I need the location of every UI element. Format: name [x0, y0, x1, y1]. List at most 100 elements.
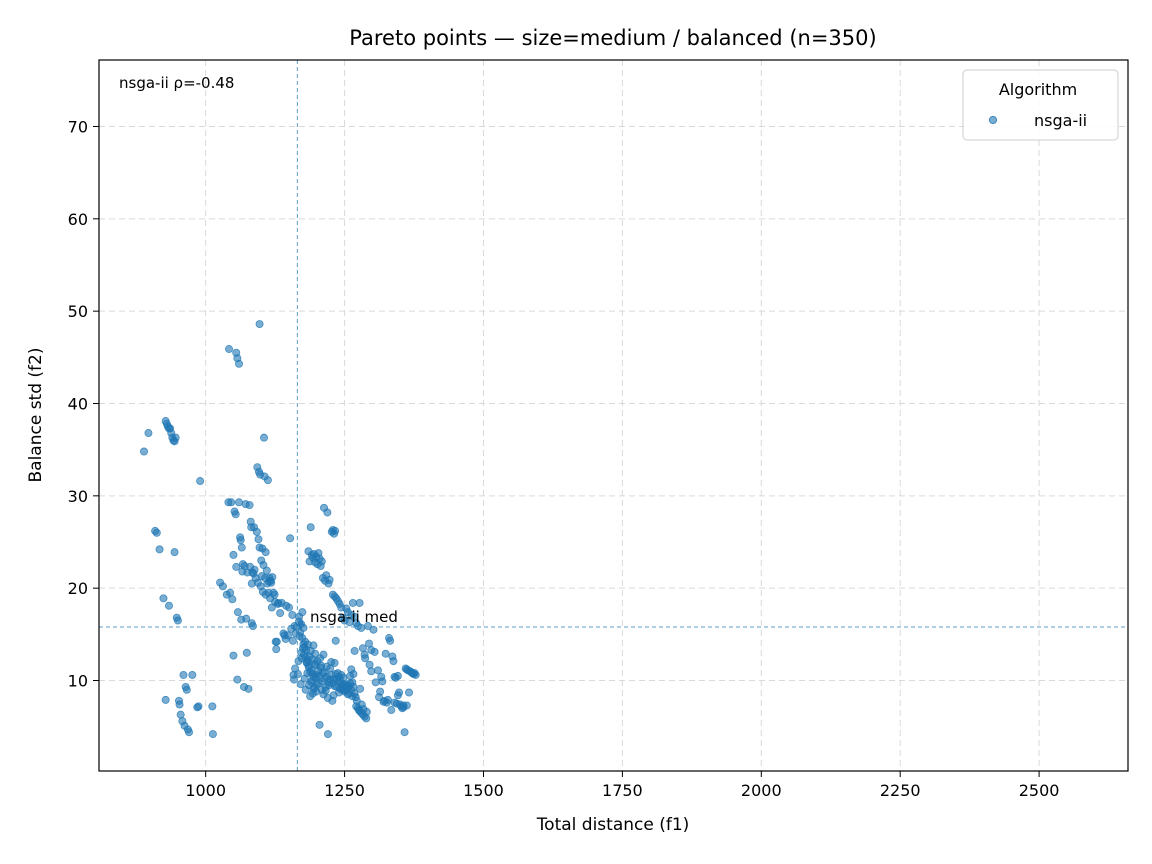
data-point: [248, 622, 257, 631]
x-tick-label: 2500: [1019, 781, 1060, 800]
data-point: [330, 658, 339, 667]
data-point: [405, 688, 414, 697]
data-point: [300, 643, 309, 652]
data-point: [386, 636, 395, 645]
data-point: [319, 650, 328, 659]
data-point: [171, 433, 180, 442]
x-tick-label: 1750: [602, 781, 643, 800]
x-tick-label: 1500: [463, 781, 504, 800]
data-point: [283, 631, 292, 640]
y-tick-label: 60: [68, 210, 88, 229]
data-point: [260, 433, 269, 442]
data-point: [393, 691, 402, 700]
x-tick-label: 2000: [741, 781, 782, 800]
data-point: [263, 476, 272, 485]
y-axis-ticks: 10 20 30 40 50 60 70: [68, 117, 99, 691]
data-point: [196, 477, 205, 486]
data-point: [245, 501, 254, 510]
data-point: [298, 634, 307, 643]
data-point: [309, 641, 318, 650]
data-point: [285, 603, 294, 612]
legend-entry-nsga-ii: nsga-ii: [1034, 111, 1087, 130]
data-point: [288, 610, 297, 619]
data-point: [355, 598, 364, 607]
x-tick-label: 2250: [880, 781, 921, 800]
data-point: [159, 594, 168, 603]
data-point: [233, 608, 242, 617]
data-point: [371, 678, 380, 687]
data-point: [303, 656, 312, 665]
data-points: [140, 320, 420, 739]
data-point: [349, 670, 358, 679]
data-point: [375, 693, 384, 702]
data-point: [331, 636, 340, 645]
data-point: [381, 649, 390, 658]
data-point: [333, 669, 342, 678]
data-point: [233, 675, 242, 684]
data-point: [295, 612, 304, 621]
data-point: [250, 565, 259, 574]
data-point: [272, 645, 281, 654]
x-tick-label: 1000: [185, 781, 226, 800]
data-point: [288, 636, 297, 645]
data-point: [411, 670, 420, 679]
data-point: [349, 682, 358, 691]
data-point: [306, 523, 315, 532]
data-point: [286, 534, 295, 543]
y-tick-label: 20: [68, 579, 88, 598]
data-point: [323, 508, 332, 517]
data-point: [175, 700, 184, 709]
data-point: [323, 730, 332, 739]
data-point: [227, 498, 236, 507]
data-point: [225, 345, 234, 354]
x-tick-label: 1250: [324, 781, 365, 800]
data-point: [152, 528, 161, 537]
data-point: [270, 590, 279, 599]
data-point: [350, 646, 359, 655]
legend-title: Algorithm: [999, 80, 1077, 99]
data-point: [165, 601, 174, 610]
data-point: [237, 543, 246, 552]
data-point: [383, 695, 392, 704]
data-point: [348, 598, 357, 607]
data-point: [389, 657, 398, 666]
data-point: [218, 582, 227, 591]
data-point: [208, 702, 217, 711]
data-point: [370, 647, 379, 656]
data-point: [244, 684, 253, 693]
y-axis-label: Balance std (f2): [26, 348, 46, 483]
data-point: [315, 720, 324, 729]
data-point: [144, 429, 153, 438]
x-axis-label: Total distance (f1): [536, 815, 690, 835]
data-point: [402, 701, 411, 710]
data-point: [362, 707, 371, 716]
data-point: [310, 659, 319, 668]
data-point: [365, 660, 374, 669]
data-point: [155, 545, 164, 554]
median-label: nsga-ii med: [310, 608, 398, 626]
data-point: [373, 666, 382, 675]
legend: Algorithm nsga-ii: [962, 69, 1119, 141]
data-point: [182, 685, 191, 694]
data-point: [188, 670, 197, 679]
data-point: [228, 595, 237, 604]
data-point: [229, 550, 238, 559]
y-tick-label: 10: [68, 672, 88, 691]
data-point: [229, 651, 238, 660]
data-point: [325, 575, 334, 584]
data-point: [170, 548, 179, 557]
data-point: [311, 649, 320, 658]
data-point: [231, 510, 240, 519]
data-point: [254, 535, 263, 544]
data-point: [387, 706, 396, 715]
data-point: [140, 447, 149, 456]
data-point: [297, 620, 306, 629]
data-point: [276, 609, 285, 618]
data-point: [235, 359, 244, 368]
data-point: [262, 566, 271, 575]
y-tick-label: 50: [68, 302, 88, 321]
data-point: [252, 527, 261, 536]
chart-title: Pareto points — size=medium / balanced (…: [349, 26, 876, 50]
data-point: [272, 637, 281, 646]
